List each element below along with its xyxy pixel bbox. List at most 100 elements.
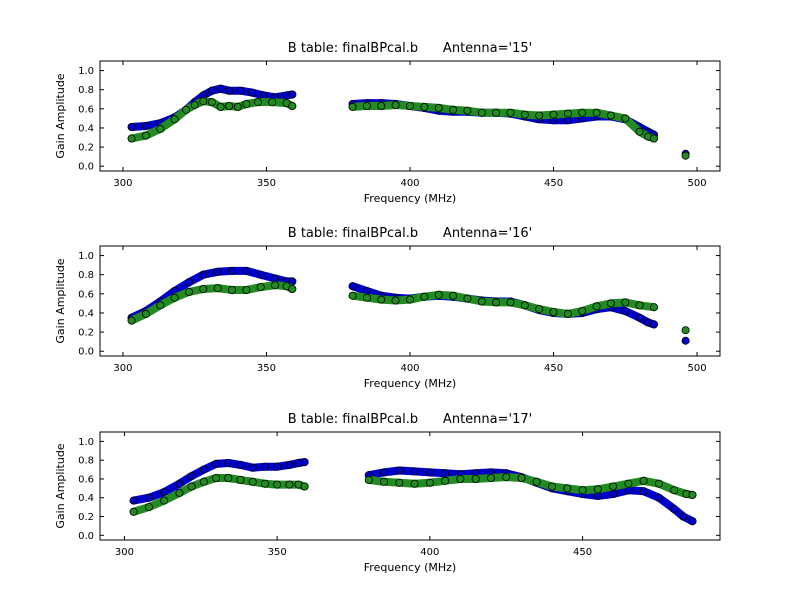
- data-point: [213, 267, 222, 276]
- data-point: [175, 479, 184, 488]
- data-point: [420, 292, 429, 301]
- data-point: [624, 479, 633, 488]
- data-point: [141, 309, 150, 318]
- data-point: [212, 473, 221, 482]
- chart-panel-1: B table: finalBPcal.b Antenna='15' 300 350…: [54, 41, 721, 205]
- data-point: [248, 477, 257, 486]
- data-point: [395, 466, 404, 475]
- data-point: [578, 486, 587, 495]
- data-point: [156, 124, 165, 133]
- x-tick-label: 350: [257, 178, 276, 189]
- data-point: [506, 108, 515, 117]
- data-point: [160, 488, 169, 497]
- data-point: [273, 462, 282, 471]
- data-series-2: [129, 473, 697, 516]
- data-point: [592, 108, 601, 117]
- data-point: [535, 111, 544, 120]
- data-point: [563, 109, 572, 118]
- x-tick-label: 500: [687, 178, 706, 189]
- data-point: [593, 485, 602, 494]
- y-tick-label: 0.2: [78, 328, 94, 339]
- data-point: [463, 106, 472, 115]
- data-point: [184, 278, 193, 287]
- data-point: [506, 298, 515, 307]
- data-point: [225, 102, 234, 111]
- data-point: [256, 283, 265, 292]
- chart-panel-3: B table: finalBPcal.b Antenna='17' 300 350…: [54, 412, 721, 574]
- data-point: [364, 475, 373, 484]
- data-point: [395, 478, 404, 487]
- data-point: [621, 114, 630, 123]
- data-point: [425, 468, 434, 477]
- data-point: [681, 336, 690, 345]
- data-point: [227, 266, 236, 275]
- data-point: [348, 282, 357, 291]
- x-tick-label: 500: [687, 363, 706, 374]
- data-point: [434, 103, 443, 112]
- data-point: [532, 477, 541, 486]
- data-point: [199, 465, 208, 474]
- data-point: [520, 110, 529, 119]
- data-point: [242, 100, 251, 109]
- data-point: [471, 474, 480, 483]
- data-point: [477, 108, 486, 117]
- data-point: [248, 463, 257, 472]
- x-tick-label: 300: [115, 547, 134, 558]
- data-point: [273, 480, 282, 489]
- data-point: [492, 298, 501, 307]
- data-point: [635, 127, 644, 136]
- y-tick-label: 0.0: [78, 347, 94, 358]
- data-point: [224, 458, 233, 467]
- data-point: [225, 86, 234, 95]
- x-tick-label: 400: [400, 178, 419, 189]
- y-axis-label: Gain Amplitude: [54, 443, 67, 528]
- chart-title: B table: finalBPcal.b Antenna='16': [288, 226, 532, 241]
- data-point: [184, 287, 193, 296]
- data-point: [160, 496, 169, 505]
- data-point: [434, 290, 443, 299]
- data-point: [256, 270, 265, 279]
- data-point: [199, 270, 208, 279]
- data-point: [670, 504, 679, 513]
- data-point: [670, 486, 679, 495]
- data-point: [129, 507, 138, 516]
- x-axis-label: Frequency (MHz): [364, 377, 456, 390]
- data-point: [606, 299, 615, 308]
- data-point: [207, 98, 216, 107]
- y-tick-label: 0.4: [78, 308, 94, 319]
- data-point: [441, 476, 450, 485]
- data-point: [207, 86, 216, 95]
- data-point: [425, 478, 434, 487]
- data-point: [609, 489, 618, 498]
- data-point: [379, 477, 388, 486]
- chart-title: B table: finalBPcal.b Antenna='15': [288, 41, 532, 56]
- data-point: [248, 88, 257, 97]
- data-point: [391, 101, 400, 110]
- data-point: [348, 102, 357, 111]
- data-point: [688, 490, 697, 499]
- data-point: [182, 105, 191, 114]
- data-point: [502, 473, 511, 482]
- data-point: [242, 285, 251, 294]
- data-point: [549, 110, 558, 119]
- data-point: [175, 488, 184, 497]
- data-point: [578, 306, 587, 315]
- y-tick-label: 1.0: [78, 251, 94, 262]
- data-point: [650, 134, 659, 143]
- data-point: [156, 301, 165, 310]
- x-tick-label: 450: [544, 178, 563, 189]
- data-point: [268, 98, 277, 107]
- data-point: [420, 102, 429, 111]
- y-tick-label: 0.6: [78, 104, 94, 115]
- data-point: [477, 297, 486, 306]
- data-point: [517, 473, 526, 482]
- data-point: [300, 458, 309, 467]
- data-point: [621, 306, 630, 315]
- data-point: [212, 459, 221, 468]
- data-point: [650, 320, 659, 329]
- data-point: [170, 293, 179, 302]
- data-point: [144, 503, 153, 512]
- y-tick-label: 0.6: [78, 474, 94, 485]
- data-point: [199, 284, 208, 293]
